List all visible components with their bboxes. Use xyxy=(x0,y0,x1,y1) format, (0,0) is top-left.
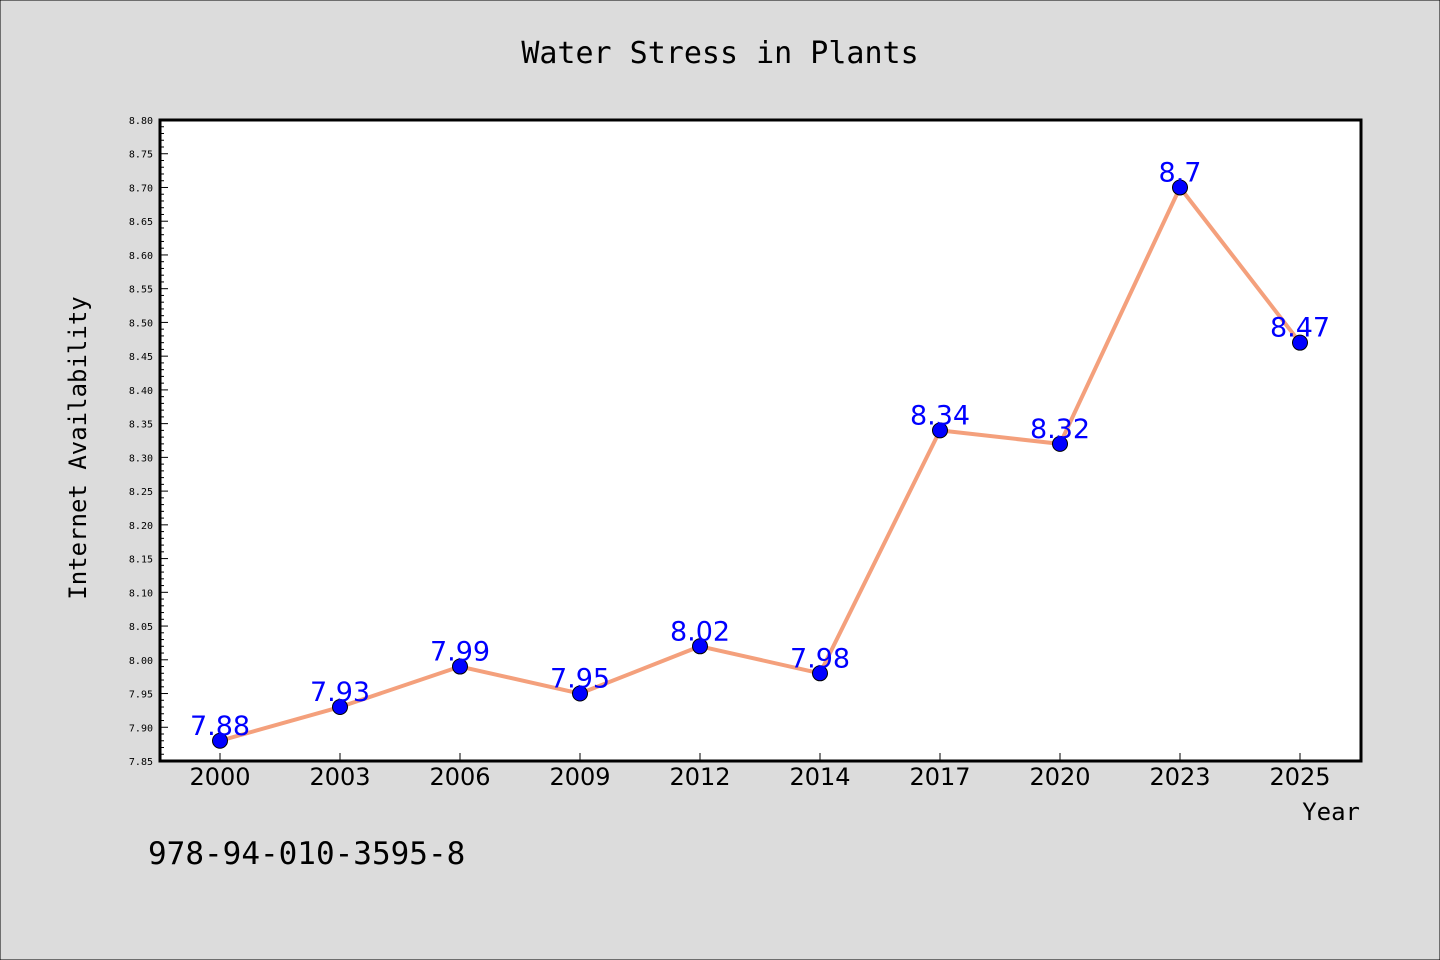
data-label: 8.47 xyxy=(1270,313,1330,344)
y-tick-label: 8.15 xyxy=(129,555,153,566)
y-tick-label: 8.50 xyxy=(129,318,153,329)
series-line xyxy=(219,185,1302,743)
data-point xyxy=(692,638,708,655)
y-tick-label: 8.55 xyxy=(129,285,153,296)
data-label: 7.95 xyxy=(550,664,610,695)
plot-frame xyxy=(158,118,1363,763)
x-tick-label: 2023 xyxy=(1149,763,1210,791)
data-point xyxy=(572,685,588,702)
data-label: 7.98 xyxy=(790,643,850,674)
data-point xyxy=(1052,435,1068,452)
data-label: 8.34 xyxy=(910,400,970,431)
data-label: 7.99 xyxy=(430,637,490,668)
data-label: 8.02 xyxy=(670,616,730,647)
data-point xyxy=(452,658,468,675)
data-label: 8.32 xyxy=(1030,414,1090,445)
y-tick-label: 8.70 xyxy=(129,183,153,194)
y-tick-label: 8.25 xyxy=(129,487,153,498)
x-tick-label: 2012 xyxy=(669,763,730,791)
footer-text: 978-94-010-3595-8 xyxy=(148,836,465,872)
y-tick-label: 8.35 xyxy=(129,420,153,431)
series-layer: 7.88 7.93 7.99 7.95 8.02 7.98 8.34 8.32 8.7 8.47 xyxy=(190,157,1330,749)
data-label: 8.7 xyxy=(1159,157,1202,188)
data-point xyxy=(932,422,948,439)
chart-title: Water Stress in Plants xyxy=(521,36,918,71)
y-tick-label: 7.90 xyxy=(129,723,153,734)
y-tick-label: 7.85 xyxy=(129,757,153,768)
y-tick-label: 8.30 xyxy=(129,453,153,464)
y-tick-label: 8.65 xyxy=(129,217,153,228)
y-tick-label: 8.75 xyxy=(129,150,153,161)
y-axis-label: Internet Availability xyxy=(64,296,92,599)
y-tick-label: 8.60 xyxy=(129,251,153,262)
y-tick-label: 8.80 xyxy=(129,116,153,127)
data-point xyxy=(1172,179,1188,196)
plot-area xyxy=(160,120,1361,761)
x-axis-label: Year xyxy=(1302,798,1360,826)
x-tick-label: 2000 xyxy=(189,763,250,791)
data-label: 7.93 xyxy=(310,677,370,708)
y-tick-label: 8.20 xyxy=(129,521,153,532)
data-point xyxy=(332,699,348,716)
x-tick-label: 2014 xyxy=(789,763,850,791)
y-tick-label: 8.45 xyxy=(129,352,153,363)
x-tick-label: 2025 xyxy=(1269,763,1330,791)
x-tick-label: 2009 xyxy=(549,763,610,791)
y-tick-label: 8.05 xyxy=(129,622,153,633)
x-tick-label: 2020 xyxy=(1029,763,1090,791)
y-tick-label: 8.10 xyxy=(129,588,153,599)
x-tick-label: 2003 xyxy=(309,763,370,791)
data-point xyxy=(1292,334,1308,351)
x-tick-label: 2006 xyxy=(429,763,490,791)
y-tick-label: 8.40 xyxy=(129,386,153,397)
data-label: 7.88 xyxy=(190,711,250,742)
data-point xyxy=(812,665,828,682)
y-tick-label: 7.95 xyxy=(129,690,153,701)
y-tick-label: 8.00 xyxy=(129,656,153,667)
data-point xyxy=(212,732,228,749)
x-tick-label: 2017 xyxy=(909,763,970,791)
y-axis: 7.85 7.90 7.95 8.00 8.05 8.10 8.15 8.20 8.25 8.30… xyxy=(129,116,168,768)
